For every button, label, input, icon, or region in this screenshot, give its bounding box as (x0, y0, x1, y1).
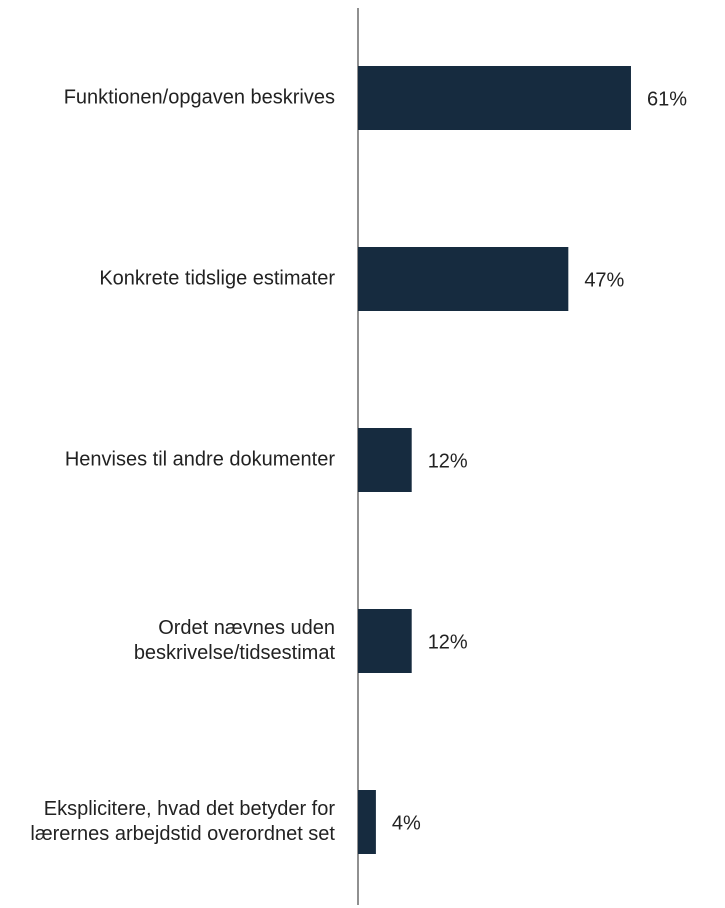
bar (358, 790, 376, 854)
value-label: 61% (647, 88, 687, 110)
value-label: 12% (428, 450, 468, 472)
category-label: Eksplicitere, hvad det betyder for lærer… (30, 798, 335, 845)
category-label: Ordet nævnes uden beskrivelse/tidsestima… (133, 617, 335, 664)
value-label: 4% (392, 812, 421, 834)
category-label: Konkrete tidslige estimater (99, 267, 335, 290)
bar (358, 66, 631, 130)
bar (358, 609, 412, 673)
bar (358, 247, 569, 311)
category-label: Funktionen/opgaven beskrives (63, 86, 335, 109)
value-label: 12% (428, 631, 468, 653)
value-label: 47% (584, 269, 624, 291)
bar (358, 428, 412, 492)
category-label: Henvises til andre dokumenter (64, 448, 335, 471)
